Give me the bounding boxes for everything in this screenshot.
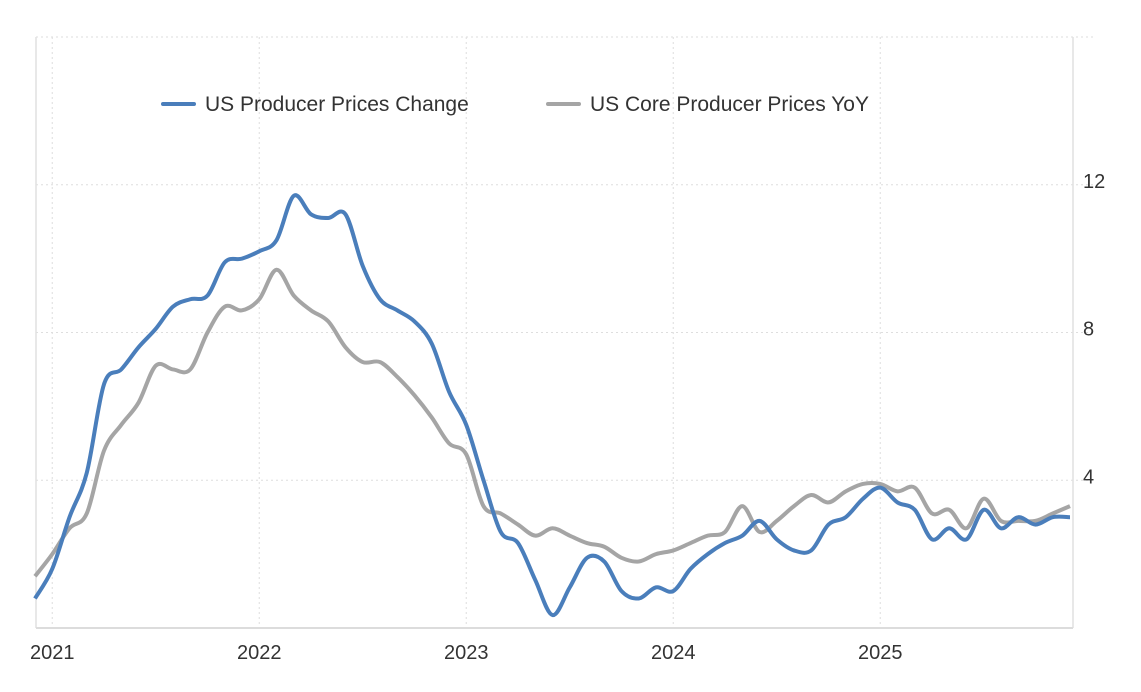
- x-tick-label: 2023: [444, 642, 489, 664]
- legend-label: US Producer Prices Change: [205, 93, 469, 116]
- y-tick-label: 4: [1083, 466, 1094, 488]
- x-tick-label: 2022: [237, 642, 282, 664]
- x-tick-label: 2025: [858, 642, 903, 664]
- series-line-0: [33, 193, 1071, 618]
- y-tick-label: 12: [1083, 171, 1105, 193]
- grid: [36, 36, 1093, 628]
- legend: US Producer Prices Change US Core Produc…: [161, 93, 869, 116]
- x-axis: 2021 2022 2023 2024 2025: [30, 642, 903, 664]
- legend-item-core-producer-prices-yoy[interactable]: US Core Producer Prices YoY: [546, 93, 869, 116]
- y-axis: 4 8 12: [1083, 171, 1105, 489]
- legend-label: US Core Producer Prices YoY: [590, 93, 869, 116]
- legend-item-producer-prices-change[interactable]: US Producer Prices Change: [161, 93, 469, 116]
- y-tick-label: 8: [1083, 319, 1094, 341]
- series-lines: [33, 193, 1071, 618]
- series-line-1: [33, 267, 1071, 578]
- x-tick-label: 2021: [30, 642, 75, 664]
- x-tick-label: 2024: [651, 642, 696, 664]
